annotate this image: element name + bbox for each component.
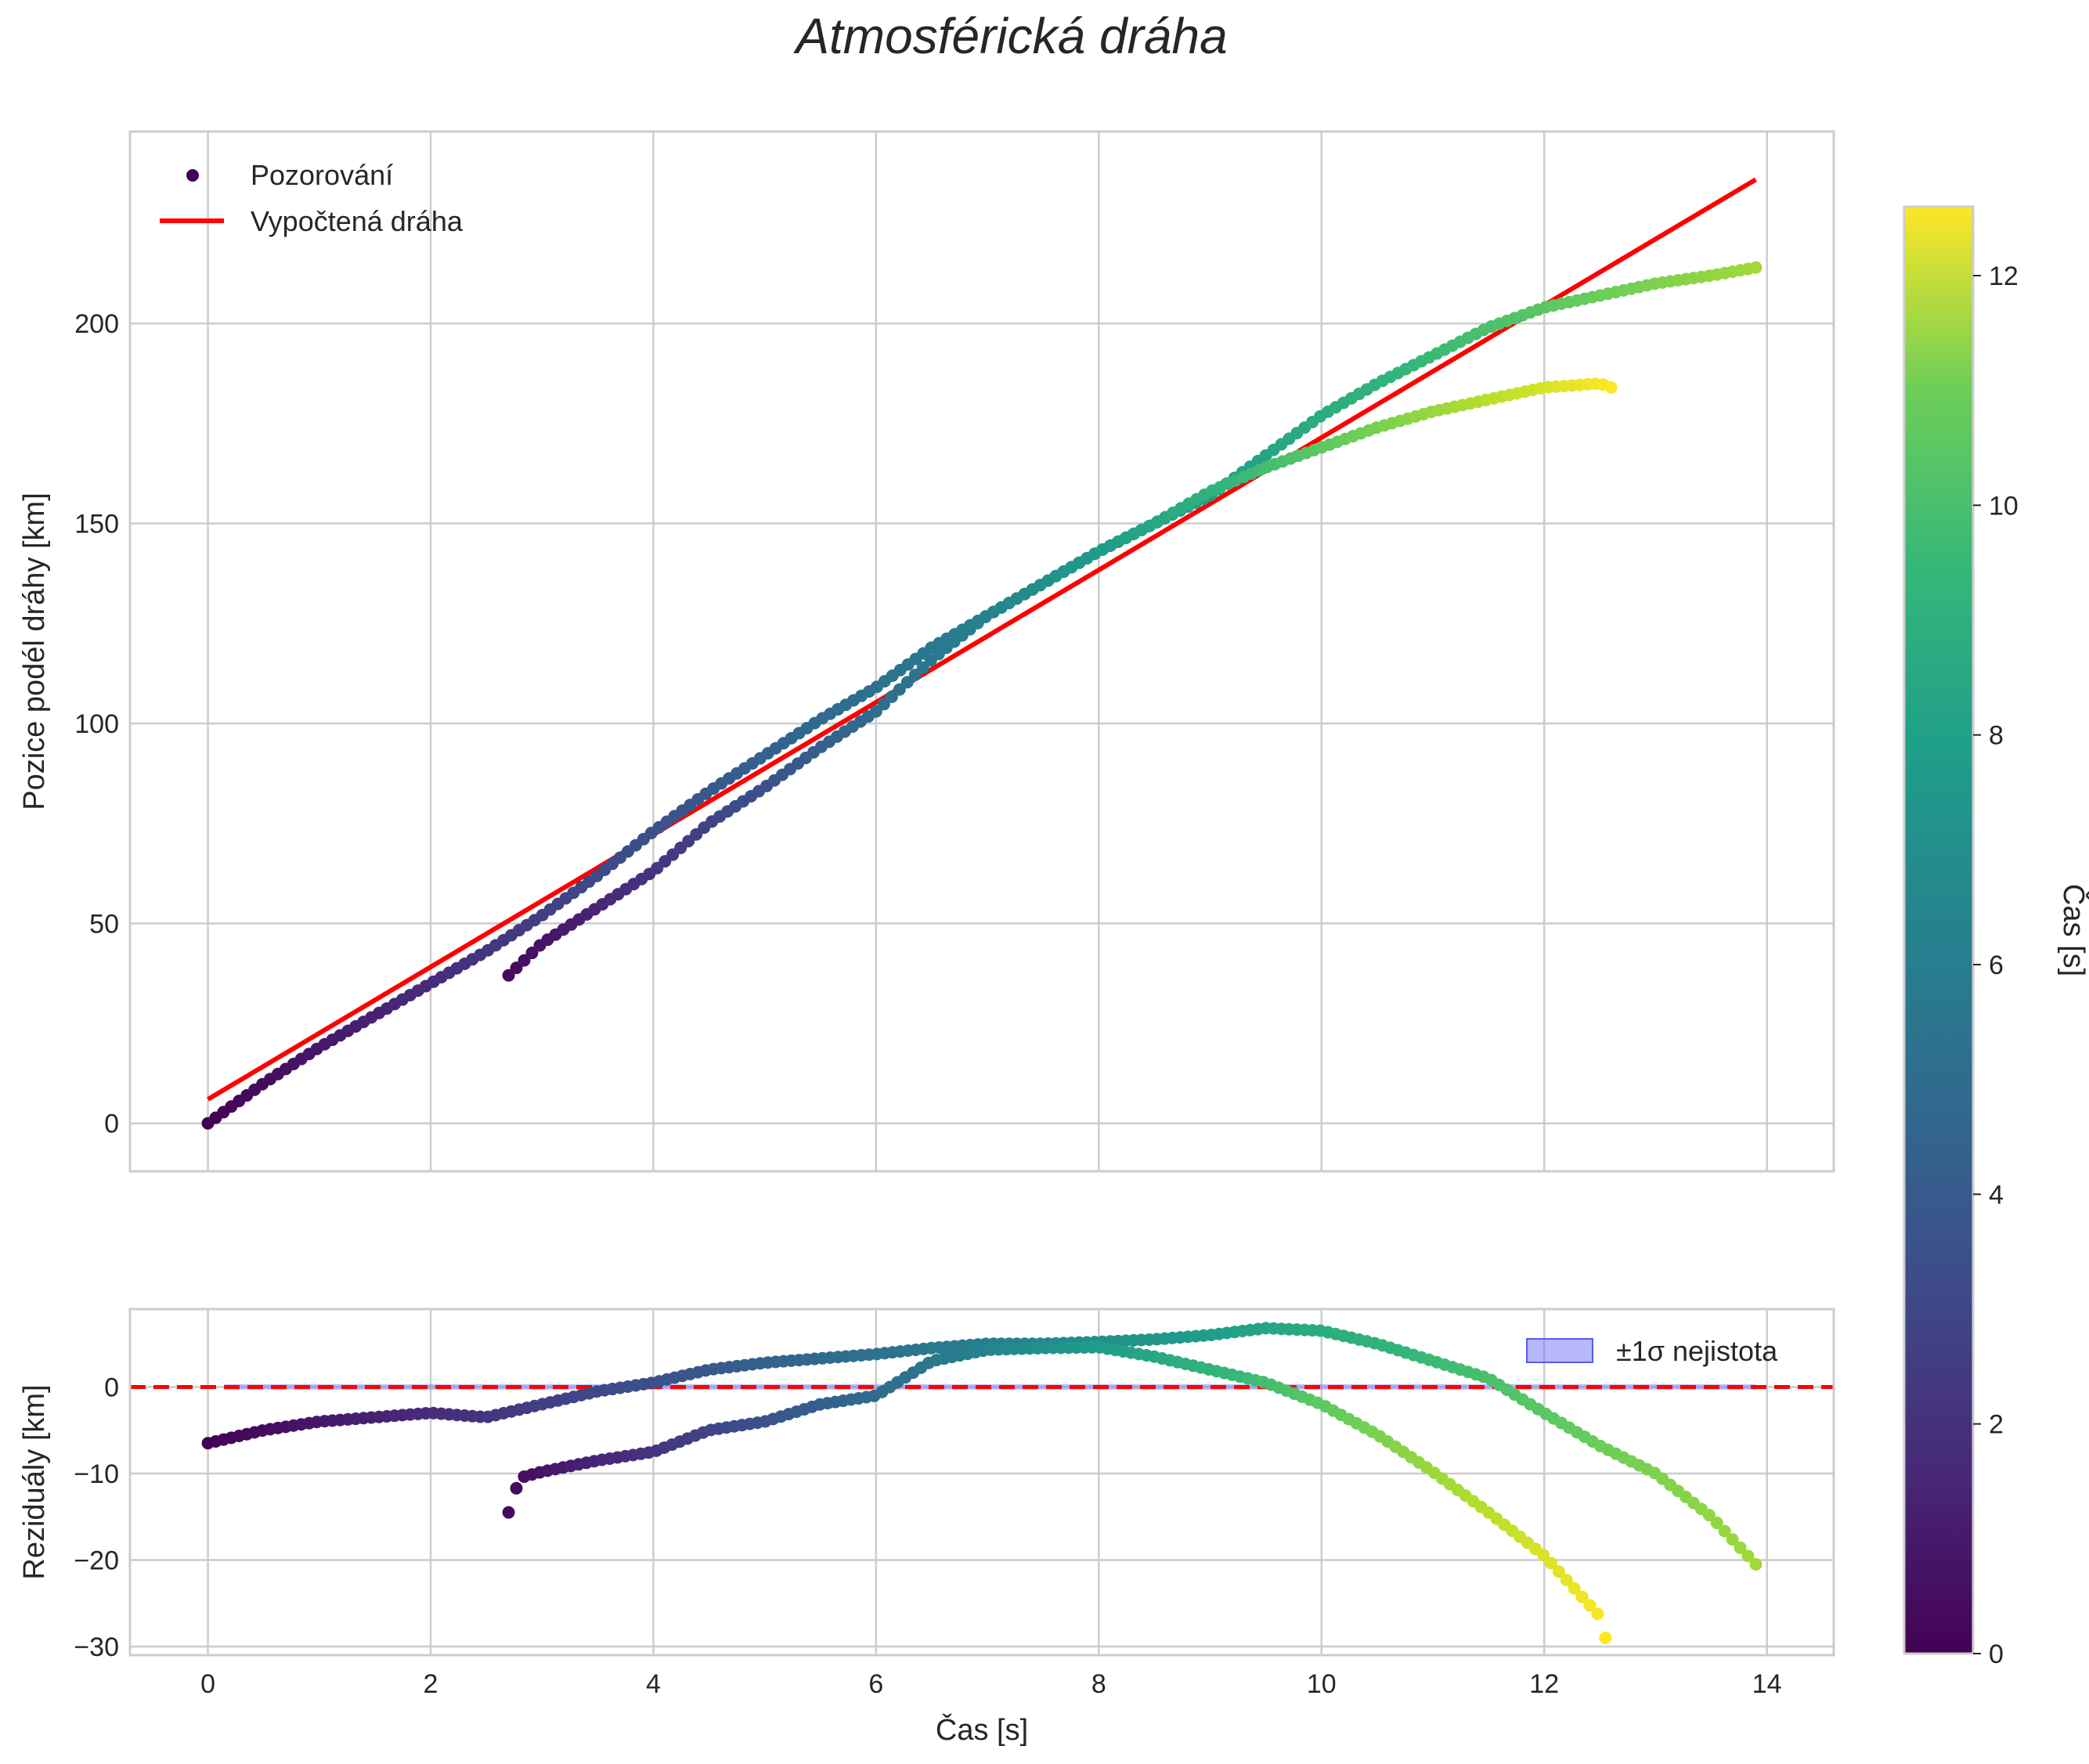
- residual-point-s2: [510, 1481, 523, 1495]
- top-grid: [130, 132, 1834, 1171]
- bottom-legend: ±1σ nejistota: [1526, 1335, 1778, 1367]
- bottom-xlabel: Čas [s]: [936, 1712, 1028, 1747]
- observation-point-s2: [869, 705, 882, 718]
- bottom-frame: [128, 1308, 1835, 1657]
- residual-point-s1: [1734, 1541, 1747, 1554]
- observation-point-s2: [900, 676, 914, 689]
- residual-point-s1: [1741, 1549, 1755, 1563]
- colorbar: 0 2 4 6 8 10 12 Čas [s]: [1903, 205, 2089, 1669]
- observation-point-s2: [510, 961, 523, 975]
- residual-point-s1: [1718, 1524, 1731, 1538]
- observation-point-s2: [525, 947, 539, 960]
- colorbar-tick-label: 8: [1989, 721, 2004, 751]
- observation-point-s2: [908, 668, 922, 681]
- observation-point-s2: [1604, 381, 1618, 394]
- legend-band-swatch: [1526, 1338, 1593, 1363]
- residual-point-s2: [1583, 1599, 1597, 1612]
- residual-point-s2: [1536, 1548, 1550, 1561]
- legend-observation-marker: [186, 169, 199, 182]
- observation-point-s2: [518, 954, 531, 967]
- colorbar-label: Čas [s]: [2057, 884, 2089, 976]
- top-y-ticks: 0 50 100 150 200: [74, 309, 119, 1139]
- observation-point-s2: [893, 683, 906, 696]
- bottom-panel: 0 −10 −20 −30 0 2 4 6 8 10 12 14 Reziduály [km] Ča…: [18, 1308, 1835, 1747]
- bottom-ylabel: Reziduály [km]: [18, 1384, 51, 1579]
- colorbar-tick-label: 6: [1989, 951, 2004, 980]
- colorbar-tick-label: 0: [1989, 1640, 2004, 1669]
- x-tick-label: 4: [646, 1669, 661, 1699]
- residual-point-s1: [1726, 1533, 1739, 1546]
- observation-point-s2: [877, 698, 890, 711]
- top-ylabel: Pozice podél dráhy [km]: [18, 492, 51, 810]
- residual-point-s2: [1575, 1590, 1589, 1603]
- top-panel: 0 50 100 150 200 Pozice podél dráhy [km] Poz…: [18, 130, 1835, 1173]
- residual-point-s2: [1591, 1607, 1604, 1621]
- top-points: [201, 261, 1762, 1130]
- bottom-y-ticks: 0 −10 −20 −30: [74, 1373, 119, 1662]
- fit-line-layer: [207, 177, 1757, 1102]
- y-tick-label: −10: [74, 1459, 119, 1489]
- x-tick-label: 10: [1307, 1669, 1337, 1699]
- y-tick-label: −30: [74, 1632, 119, 1662]
- x-tick-label: 2: [424, 1669, 438, 1699]
- legend-fit-label: Vypočtená dráha: [251, 205, 464, 237]
- x-tick-label: 6: [868, 1669, 883, 1699]
- x-tick-label: 0: [200, 1669, 215, 1699]
- colorbar-tick-label: 10: [1989, 491, 2019, 521]
- colorbar-tick-label: 2: [1989, 1410, 2004, 1440]
- bottom-points: [201, 1322, 1762, 1644]
- y-tick-label: 0: [104, 1373, 119, 1402]
- residual-point-s2: [1544, 1557, 1557, 1570]
- top-legend: Pozorování Vypočtená dráha: [160, 159, 464, 237]
- x-tick-label: 8: [1091, 1669, 1106, 1699]
- residual-point-s2: [1568, 1582, 1581, 1595]
- colorbar-tick-label: 12: [1989, 262, 2019, 291]
- x-tick-label: 14: [1752, 1669, 1782, 1699]
- x-tick-label: 12: [1529, 1669, 1559, 1699]
- y-tick-label: 0: [104, 1109, 119, 1139]
- residual-point-s1: [1710, 1516, 1723, 1529]
- colorbar-ticks: 0 2 4 6 8 10 12: [1973, 262, 2019, 1669]
- observation-point-s2: [502, 969, 515, 982]
- residual-point-s2: [1599, 1631, 1612, 1644]
- chart-title: Atmosférická dráha: [792, 8, 1227, 64]
- y-tick-label: 200: [74, 309, 119, 339]
- y-tick-label: 100: [74, 709, 119, 739]
- residual-point-s2: [1552, 1565, 1565, 1578]
- observation-point-s2: [916, 661, 929, 674]
- bottom-x-ticks: 0 2 4 6 8 10 12 14: [200, 1669, 1781, 1699]
- residual-point-s1: [1702, 1509, 1716, 1522]
- y-tick-label: 150: [74, 510, 119, 539]
- legend-band-label: ±1σ nejistota: [1616, 1335, 1778, 1367]
- colorbar-tick-label: 4: [1989, 1180, 2004, 1210]
- top-frame: [128, 130, 1835, 1173]
- y-tick-label: 50: [89, 909, 119, 939]
- residual-point-s2: [1560, 1573, 1573, 1586]
- residual-point-s1: [1749, 1557, 1762, 1571]
- observation-point-s2: [885, 690, 898, 703]
- residual-point-s2: [502, 1506, 515, 1519]
- legend-observation-label: Pozorování: [251, 159, 393, 191]
- fit-line: [207, 177, 1757, 1102]
- y-tick-label: −20: [74, 1546, 119, 1575]
- colorbar-gradient: [1903, 205, 1975, 1655]
- observation-point-s1: [1749, 261, 1762, 274]
